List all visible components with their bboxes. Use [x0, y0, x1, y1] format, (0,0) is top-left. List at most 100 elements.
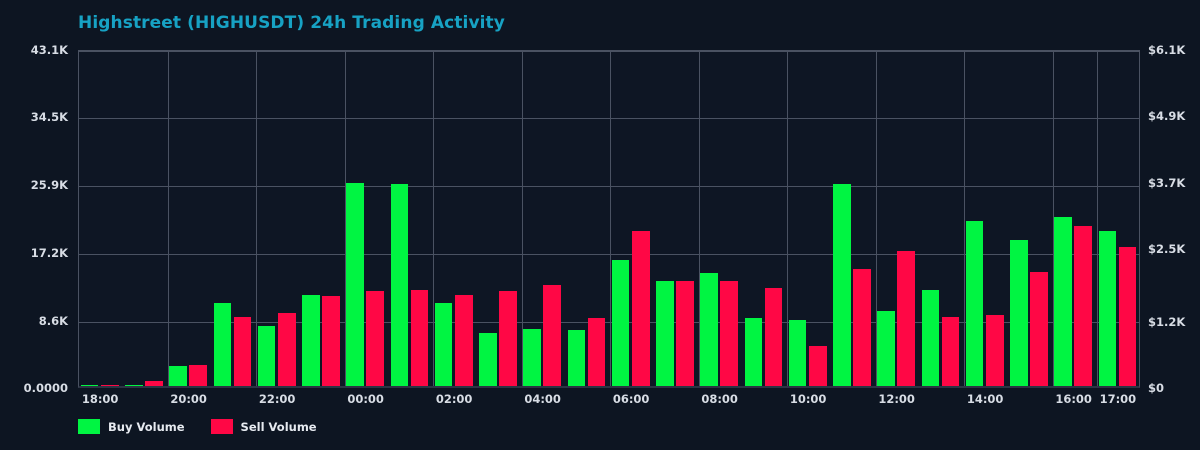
bar-buy-volume	[346, 182, 364, 386]
legend-label: Buy Volume	[108, 419, 185, 434]
bar-sell-volume	[322, 295, 340, 386]
gridline-vertical	[699, 51, 700, 386]
bar-sell-volume	[1030, 271, 1048, 386]
time-axis-tick-label: 02:00	[435, 392, 473, 406]
right-axis-tick-label: $1.2K	[1148, 314, 1186, 329]
legend-item[interactable]: Buy Volume	[78, 419, 185, 434]
bar-buy-volume	[567, 330, 586, 386]
bar-buy-volume	[257, 326, 276, 386]
bar-buy-volume	[700, 273, 718, 386]
gridline-horizontal	[79, 185, 1139, 187]
gridline-vertical	[610, 51, 611, 386]
bar-buy-volume	[523, 328, 541, 386]
gridline-vertical	[787, 51, 788, 386]
time-axis-tick-label: 04:00	[524, 392, 561, 406]
bar-buy-volume	[656, 280, 674, 386]
gridline-vertical	[876, 51, 877, 386]
gridline-vertical	[1097, 51, 1098, 386]
time-axis-tick-label: 14:00	[966, 392, 1004, 406]
chart-title: Highstreet (HIGHUSDT) 24h Trading Activi…	[78, 13, 505, 33]
bar-buy-volume	[213, 302, 232, 386]
bar-sell-volume	[366, 290, 385, 386]
bar-buy-volume	[1098, 230, 1117, 386]
legend-item[interactable]: Sell Volume	[210, 419, 317, 434]
bar-buy-volume	[788, 320, 807, 386]
gridline-vertical	[1053, 51, 1054, 386]
gridline-vertical	[433, 51, 434, 386]
legend-swatch-icon	[78, 419, 100, 434]
legend-swatch-icon	[210, 419, 233, 434]
time-axis-tick-label: 12:00	[878, 392, 915, 406]
bar-sell-volume	[676, 281, 694, 386]
right-axis-tick-label: $0	[1148, 381, 1165, 395]
left-axis-tick-label: 0.0000	[23, 381, 68, 395]
gridline-vertical	[522, 51, 523, 386]
bar-sell-volume	[1074, 226, 1093, 386]
legend-label: Sell Volume	[240, 419, 317, 434]
bar-buy-volume	[611, 259, 630, 386]
bar-sell-volume	[853, 268, 871, 386]
gridline-horizontal	[79, 118, 1139, 120]
bar-sell-volume	[720, 281, 739, 386]
time-axis-tick-label: 17:00	[1099, 392, 1137, 406]
bar-buy-volume	[390, 183, 409, 386]
gridline-vertical	[964, 51, 965, 386]
bar-sell-volume	[277, 312, 296, 386]
right-axis-tick-label: $6.1K	[1148, 43, 1186, 57]
bar-sell-volume	[410, 289, 429, 386]
bar-sell-volume	[808, 346, 827, 386]
bar-buy-volume	[877, 310, 895, 386]
bar-sell-volume	[145, 381, 163, 386]
left-axis-tick-label: 17.2K	[30, 246, 68, 261]
bar-sell-volume	[985, 314, 1004, 386]
right-axis-tick-label: $2.5K	[1148, 242, 1186, 257]
bar-buy-volume	[169, 365, 187, 386]
bar-buy-volume	[1054, 216, 1072, 386]
bar-sell-volume	[587, 317, 606, 386]
bar-buy-volume	[125, 384, 143, 386]
left-axis-tick-label: 34.5K	[30, 110, 68, 125]
bars-layer	[79, 51, 1139, 386]
gridline-vertical	[256, 51, 257, 386]
gridline-horizontal	[79, 254, 1139, 256]
bar-sell-volume	[100, 384, 119, 386]
bar-sell-volume	[897, 251, 916, 386]
bar-sell-volume	[543, 285, 562, 386]
time-axis-tick-label: 06:00	[612, 392, 650, 406]
bar-sell-volume	[941, 316, 960, 386]
time-axis-tick-label: 00:00	[347, 392, 384, 406]
time-axis-tick-label: 08:00	[701, 392, 738, 406]
bar-sell-volume	[631, 230, 650, 386]
bar-buy-volume	[1010, 240, 1028, 386]
bar-sell-volume	[233, 316, 252, 386]
left-axis-tick-label: 43.1K	[30, 43, 68, 57]
right-axis-tick-label: $4.9K	[1148, 109, 1186, 124]
time-axis-tick-label: 10:00	[789, 392, 827, 406]
time-axis-tick-label: 20:00	[170, 392, 207, 406]
bar-buy-volume	[965, 221, 984, 386]
bar-buy-volume	[434, 302, 453, 386]
bar-sell-volume	[499, 291, 517, 386]
bar-sell-volume	[454, 295, 473, 386]
left-axis-tick-label: 8.6K	[38, 313, 68, 328]
gridline-horizontal	[79, 321, 1139, 323]
bar-buy-volume	[921, 290, 940, 386]
right-axis-tick-label: $3.7K	[1148, 175, 1186, 190]
bar-sell-volume	[1118, 247, 1137, 386]
left-axis-tick-label: 25.9K	[30, 177, 68, 192]
bar-buy-volume	[479, 332, 497, 386]
bar-sell-volume	[764, 287, 783, 386]
bar-buy-volume	[80, 384, 99, 386]
time-axis-tick-label: 16:00	[1055, 392, 1092, 406]
time-axis-tick-label: 18:00	[81, 392, 119, 406]
gridline-vertical	[345, 51, 346, 386]
bar-sell-volume	[189, 364, 208, 386]
gridline-vertical	[168, 51, 169, 386]
plot-area	[78, 50, 1140, 388]
gridline-horizontal	[79, 51, 1139, 52]
chart-legend: Buy Volume Sell Volume	[78, 419, 317, 434]
bar-buy-volume	[302, 295, 320, 386]
time-axis-tick-label: 22:00	[258, 392, 296, 406]
bar-buy-volume	[833, 184, 851, 386]
